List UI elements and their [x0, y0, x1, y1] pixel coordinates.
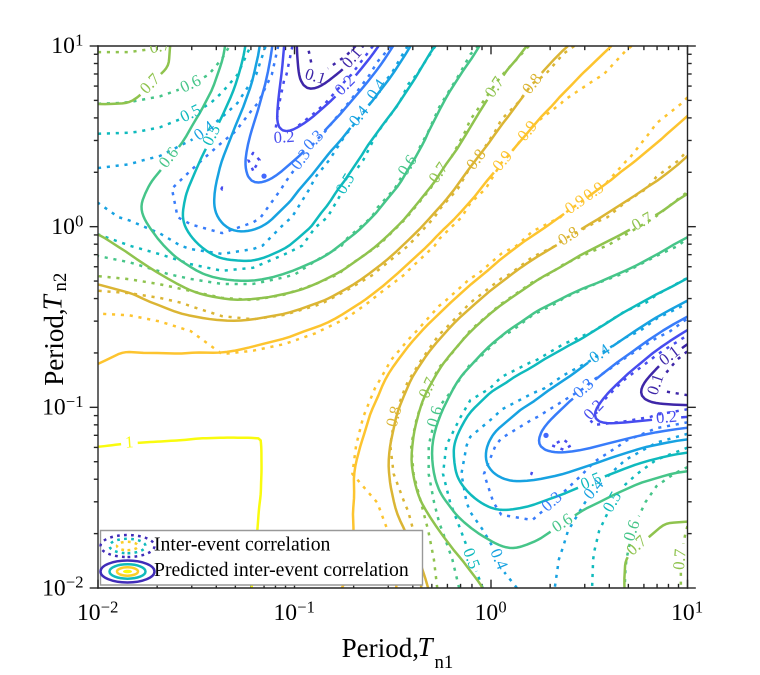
- svg-text:0.8: 0.8: [382, 404, 406, 429]
- svg-text:Predicted inter-event correlat: Predicted inter-event correlation: [154, 559, 409, 581]
- svg-text:1 0 −: 1 0 − 1: [273, 593, 314, 627]
- svg-text:0.7: 0.7: [669, 548, 690, 570]
- svg-text:T: T: [418, 632, 435, 662]
- svg-text:1 0 1: 1 0 1: [671, 598, 703, 627]
- svg-text:1: 1: [124, 432, 134, 452]
- svg-text:1 0 −: 1 0 − 2: [77, 593, 118, 627]
- svg-text:T: T: [38, 293, 68, 310]
- svg-text:Period,: Period,: [342, 633, 419, 663]
- svg-text:1 0 0: 1 0 0: [51, 211, 83, 240]
- svg-text:1 0 −: 1 0 − 1: [42, 387, 83, 421]
- svg-text:n2: n2: [50, 273, 71, 292]
- svg-text:1 0 1: 1 0 1: [51, 31, 83, 60]
- svg-text:Period,: Period,: [39, 308, 69, 385]
- svg-text:n1: n1: [435, 652, 454, 673]
- svg-text:1 0 −: 1 0 − 2: [42, 568, 83, 602]
- svg-text:0.7: 0.7: [148, 35, 172, 58]
- svg-text:0.2: 0.2: [273, 127, 295, 147]
- svg-text:0.2: 0.2: [655, 407, 677, 428]
- svg-text:1 0 0: 1 0 0: [475, 598, 507, 627]
- svg-text:Inter-event correlation: Inter-event correlation: [154, 534, 331, 556]
